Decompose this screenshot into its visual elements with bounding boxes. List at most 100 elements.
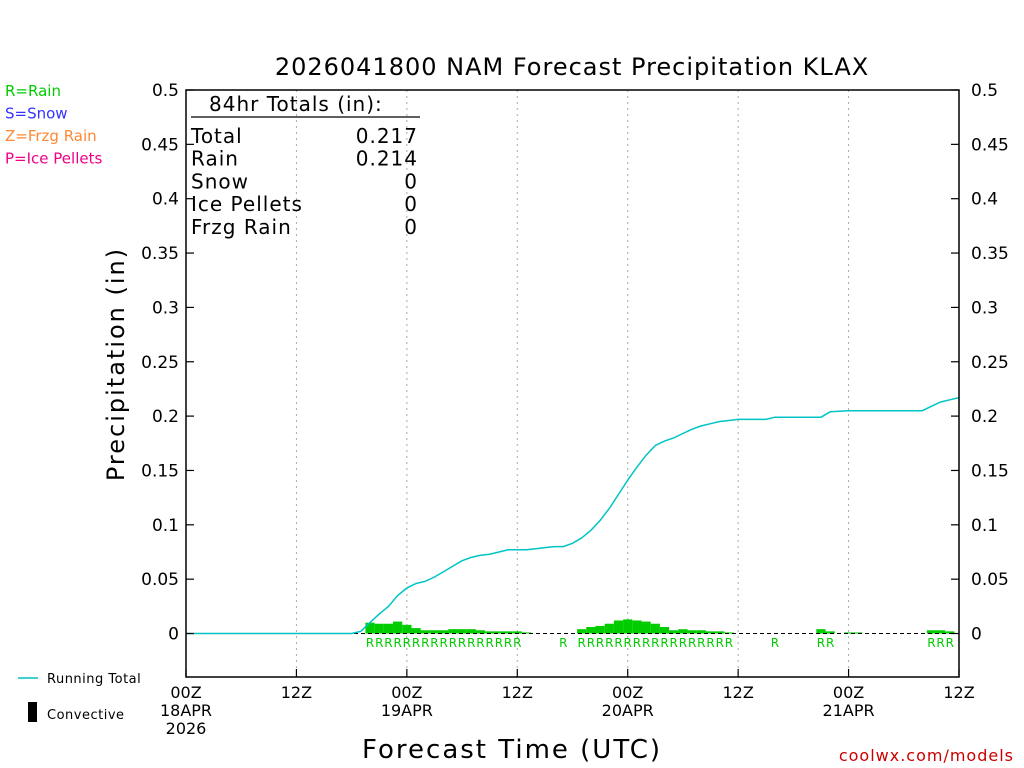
ptype-marker: R	[771, 636, 779, 650]
rain-bar	[466, 629, 476, 634]
totals-label: Snow	[191, 169, 249, 193]
ptype-marker: R	[587, 636, 595, 650]
ptype-marker: R	[642, 636, 650, 650]
rain-bar	[696, 630, 706, 634]
x-tick-label: 19APR	[381, 701, 433, 720]
legend-item: Z=Frzg Rain	[5, 127, 97, 145]
x-tick-label: 00Z	[391, 683, 422, 702]
totals-header: 84hr Totals (in):	[209, 92, 383, 116]
ptype-marker: R	[936, 636, 944, 650]
x-tick-label: 12Z	[281, 683, 312, 702]
y-tick-label: 0.1	[971, 516, 998, 536]
ptype-marker: R	[504, 636, 512, 650]
ptype-marker: R	[476, 636, 484, 650]
y-tick-label: 0.3	[152, 298, 179, 318]
ptype-marker: R	[706, 636, 714, 650]
ptype-marker: R	[495, 636, 503, 650]
ptype-marker: R	[486, 636, 494, 650]
x-tick-label: 12Z	[722, 683, 753, 702]
rain-bar	[669, 630, 679, 634]
rain-bar	[512, 631, 522, 634]
ptype-marker: R	[513, 636, 521, 650]
ptype-marker: R	[679, 636, 687, 650]
ptype-marker: R	[430, 636, 438, 650]
y-tick-label: 0.1	[152, 516, 179, 536]
totals-label: Ice Pellets	[191, 192, 303, 216]
rain-bar	[632, 620, 642, 634]
chart-title: 2026041800 NAM Forecast Precipitation KL…	[275, 53, 869, 81]
ptype-marker: R	[384, 636, 392, 650]
rain-bar	[475, 630, 486, 634]
y-tick-label: 0.2	[152, 407, 179, 427]
x-tick-label: 00Z	[170, 683, 201, 702]
ptype-marker: R	[697, 636, 705, 650]
ptype-marker: R	[725, 636, 733, 650]
y-axis-label: Precipitation (in)	[102, 247, 130, 481]
totals-value: 0	[404, 169, 418, 193]
rain-bar	[650, 623, 660, 634]
footer-link[interactable]: coolwx.com/models	[839, 746, 1014, 765]
ptype-marker: R	[817, 636, 825, 650]
rain-bar	[687, 630, 697, 634]
y-tick-label: 0.35	[141, 244, 179, 264]
ptype-marker: R	[624, 636, 632, 650]
ptype-marker: R	[403, 636, 411, 650]
rain-bar	[411, 628, 421, 634]
ptype-marker: R	[366, 636, 374, 650]
rain-bar	[448, 629, 458, 634]
rain-bar	[705, 631, 716, 634]
vertical-gridlines	[295, 90, 850, 677]
rain-bar	[521, 632, 532, 634]
ptype-marker: R	[605, 636, 613, 650]
rain-bar	[724, 632, 734, 634]
legend-item: S=Snow	[5, 105, 68, 123]
rain-bar	[439, 630, 449, 634]
rain-bar	[503, 631, 513, 634]
rain-bar	[853, 632, 863, 634]
totals-value: 0.214	[356, 147, 418, 171]
totals-label: Rain	[191, 147, 239, 171]
rain-bar	[457, 629, 467, 634]
rain-bar	[402, 624, 412, 634]
y-tick-label: 0.5	[152, 81, 179, 101]
rain-bar	[926, 630, 936, 634]
running-total-legend-label: Running Total	[47, 672, 141, 687]
ptype-marker: R	[596, 636, 604, 650]
x-tick-label: 00Z	[612, 683, 643, 702]
y-tick-label: 0.3	[971, 298, 998, 318]
rain-bar	[383, 623, 394, 634]
y-tick-label: 0.15	[971, 461, 1009, 481]
ptype-marker: R	[412, 636, 420, 650]
totals-value: 0.217	[356, 124, 418, 148]
ptype-marker: R	[670, 636, 678, 650]
x-tick-label: 20APR	[602, 701, 654, 720]
y-tick-label: 0.25	[141, 353, 179, 373]
rain-bar	[577, 629, 587, 634]
convective-legend-swatch	[28, 702, 37, 722]
y-tick-label: 0.2	[971, 407, 998, 427]
rain-bar	[641, 621, 651, 634]
ptype-marker: R	[375, 636, 383, 650]
ptype-legend: R=Rain S=Snow Z=Frzg Rain P=Ice Pellets	[5, 82, 102, 168]
rain-bar	[393, 621, 403, 634]
legend-item: P=Ice Pellets	[5, 150, 102, 168]
convective-legend-label: Convective	[47, 708, 125, 723]
ptype-marker: R	[559, 636, 567, 650]
rain-bar	[365, 622, 375, 634]
ptype-marker: R	[826, 636, 834, 650]
x-tick-label: 2026	[166, 719, 207, 738]
ptype-marker: R	[614, 636, 622, 650]
y-tick-label: 0.35	[971, 244, 1009, 264]
rain-bar	[604, 623, 614, 634]
y-tick-label: 0.05	[141, 570, 179, 590]
ptype-marker: R	[439, 636, 447, 650]
rain-bar	[825, 631, 835, 634]
rain-bar	[623, 619, 633, 634]
rain-bar	[494, 631, 504, 634]
ptype-marker: R	[458, 636, 466, 650]
rain-bar	[935, 630, 946, 634]
x-axis-label: Forecast Time (UTC)	[362, 735, 662, 765]
ptype-marker: R	[716, 636, 724, 650]
